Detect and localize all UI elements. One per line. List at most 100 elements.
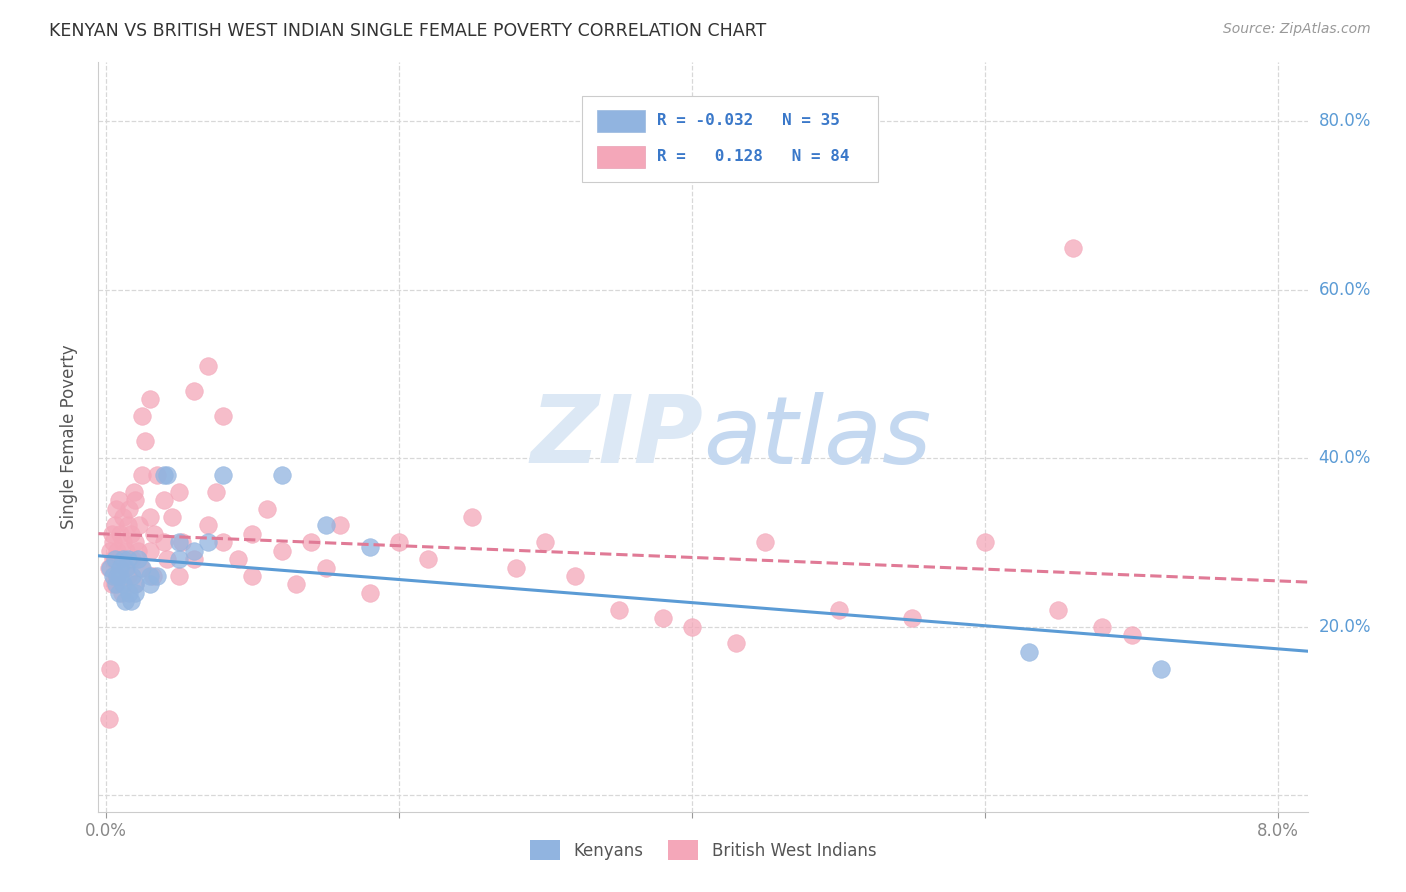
Point [270, 467, 292, 482]
Point [197, 359, 219, 373]
Point [212, 467, 235, 482]
Point [114, 560, 136, 574]
Point [183, 384, 205, 398]
Point [115, 543, 138, 558]
Point [153, 535, 176, 549]
Text: ZIP: ZIP [530, 391, 703, 483]
Point [167, 552, 190, 566]
Y-axis label: Single Female Poverty: Single Female Poverty [59, 345, 77, 529]
Point [461, 510, 484, 524]
Point [315, 518, 337, 533]
Point [359, 540, 381, 554]
Point [651, 611, 673, 625]
Point [117, 569, 139, 583]
Point [111, 586, 134, 600]
Point [103, 518, 125, 533]
Point [534, 535, 557, 549]
Text: R =   0.128   N = 84: R = 0.128 N = 84 [657, 149, 849, 163]
Point [142, 569, 165, 583]
Point [197, 535, 219, 549]
Point [118, 501, 141, 516]
Point [98, 662, 121, 676]
Point [138, 543, 160, 558]
Point [146, 467, 169, 482]
Point [117, 552, 139, 566]
Point [124, 577, 146, 591]
Point [128, 518, 150, 533]
Point [315, 560, 337, 574]
Point [754, 535, 776, 549]
Point [183, 543, 205, 558]
Point [827, 602, 849, 616]
Point [131, 560, 153, 574]
Point [101, 569, 124, 583]
Point [153, 493, 176, 508]
Point [103, 577, 125, 591]
Point [212, 409, 235, 423]
Text: 20.0%: 20.0% [1319, 617, 1371, 635]
Point [204, 484, 226, 499]
Point [418, 552, 440, 566]
Point [240, 527, 263, 541]
Point [270, 543, 292, 558]
Text: Source: ZipAtlas.com: Source: ZipAtlas.com [1223, 22, 1371, 37]
Point [122, 484, 145, 499]
Point [101, 552, 124, 566]
Point [143, 527, 166, 541]
Point [101, 535, 124, 549]
Point [153, 467, 176, 482]
Point [1018, 645, 1040, 659]
Point [120, 527, 142, 541]
Point [156, 552, 179, 566]
FancyBboxPatch shape [596, 110, 645, 132]
Point [901, 611, 924, 625]
Point [170, 535, 193, 549]
Point [388, 535, 411, 549]
Point [240, 569, 263, 583]
Text: atlas: atlas [703, 392, 931, 483]
Point [127, 543, 149, 558]
Point [112, 577, 135, 591]
Point [107, 569, 129, 583]
Point [110, 527, 132, 541]
Point [100, 527, 122, 541]
Point [129, 560, 152, 574]
Point [505, 560, 527, 574]
Point [167, 569, 190, 583]
Point [564, 569, 586, 583]
Point [121, 569, 143, 583]
Point [1062, 241, 1084, 255]
Point [138, 569, 160, 583]
Point [167, 484, 190, 499]
Point [1150, 662, 1173, 676]
Point [110, 569, 132, 583]
Point [226, 552, 249, 566]
Point [117, 518, 139, 533]
Point [124, 577, 146, 591]
Point [124, 493, 146, 508]
Point [124, 535, 146, 549]
Legend: Kenyans, British West Indians: Kenyans, British West Indians [523, 833, 883, 867]
Point [138, 392, 160, 407]
Point [212, 535, 235, 549]
Point [134, 434, 156, 449]
Point [105, 501, 128, 516]
Point [183, 552, 205, 566]
Point [156, 467, 179, 482]
Point [114, 594, 136, 608]
Point [112, 510, 135, 524]
Point [107, 543, 129, 558]
Point [974, 535, 997, 549]
Text: 80.0%: 80.0% [1319, 112, 1371, 130]
Point [112, 535, 135, 549]
Point [97, 560, 120, 574]
Point [167, 535, 190, 549]
Point [1091, 619, 1114, 633]
Point [256, 501, 278, 516]
Point [131, 409, 153, 423]
Point [110, 552, 132, 566]
Point [105, 577, 128, 591]
Point [110, 560, 132, 574]
Point [108, 493, 131, 508]
Point [120, 594, 142, 608]
